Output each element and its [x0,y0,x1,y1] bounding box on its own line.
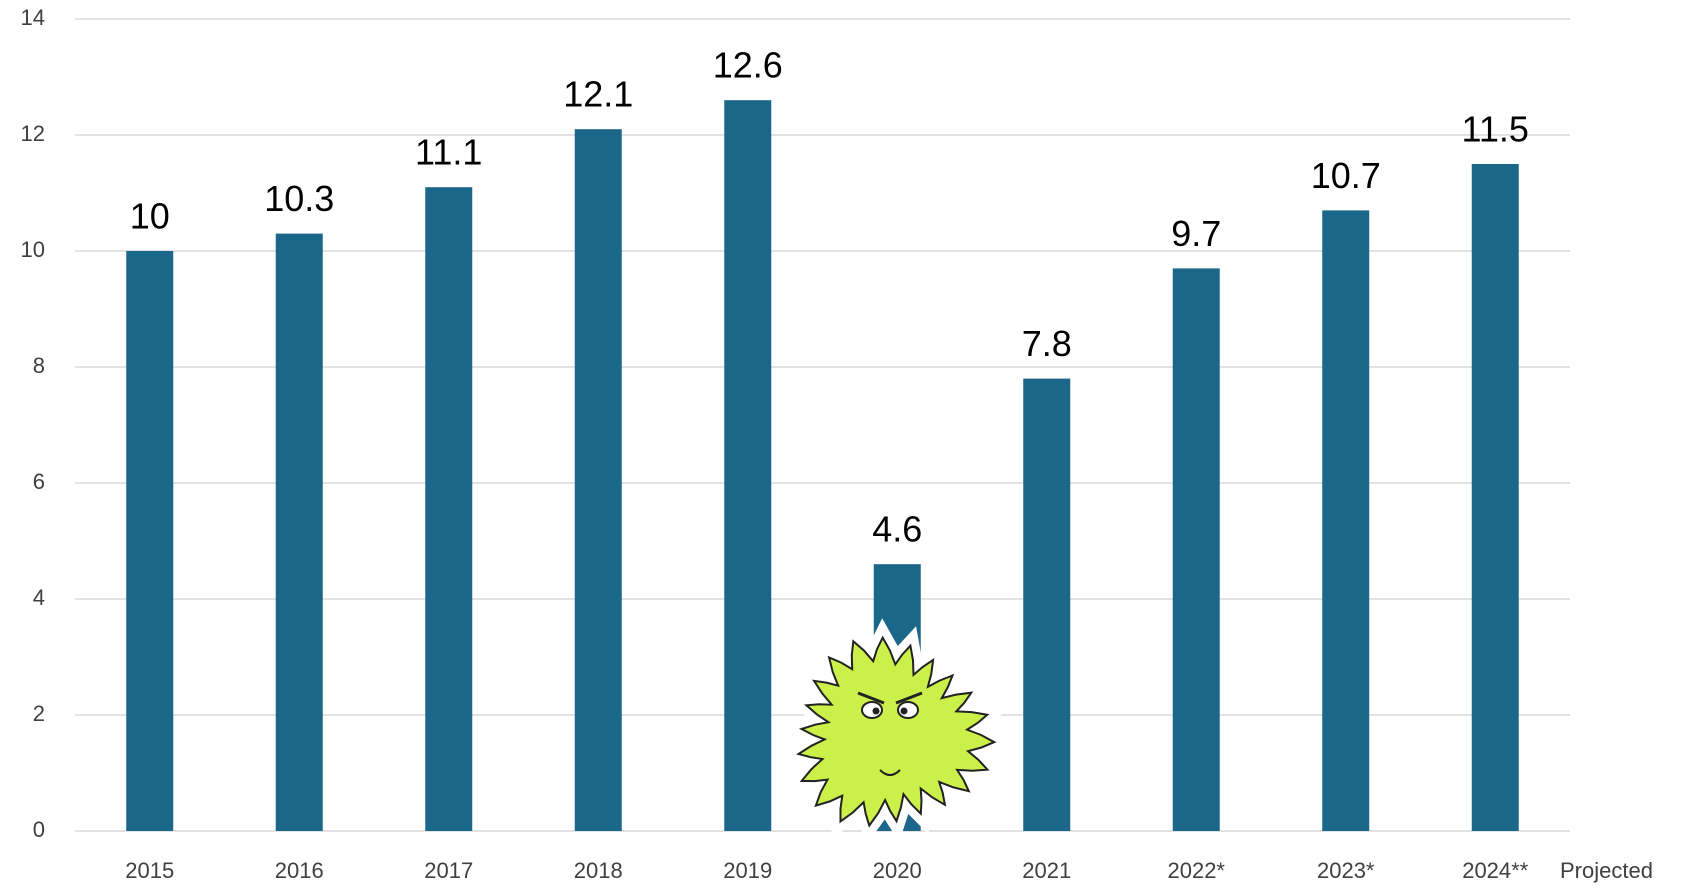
x-tick-label: 2024** [1462,858,1529,883]
value-label: 10 [130,196,170,237]
bar [1173,268,1220,831]
bar [1472,164,1519,831]
bar [724,100,771,831]
y-tick-label: 14 [21,5,45,30]
x-tick-label: 2021 [1022,858,1071,883]
bar [1023,379,1070,831]
value-label: 10.3 [264,178,334,219]
x-tick-label: 2017 [424,858,473,883]
value-label: 11.1 [415,132,482,173]
bar [126,251,173,831]
germ-pupil [873,708,880,715]
bar [1322,210,1369,831]
annotation: Projected [1560,858,1653,883]
x-tick-label: 2018 [574,858,623,883]
y-tick-label: 2 [33,701,45,726]
value-label: 11.5 [1462,109,1529,150]
y-tick-label: 0 [33,817,45,842]
y-tick-label: 8 [33,353,45,378]
page: 0 2 4 6 8 10 12 14 2015 10 2016 10.3 2017 11.1 2018 12… [0,0,1691,892]
y-tick-label: 12 [21,121,45,146]
bar [276,234,323,831]
y-tick-label: 10 [21,237,45,262]
virus-illustration [799,638,995,826]
value-label: 7.8 [1022,323,1072,364]
value-label: 9.7 [1171,213,1221,254]
x-tick-label: 2016 [275,858,324,883]
y-tick-label: 6 [33,469,45,494]
bar [425,187,472,831]
x-tick-label: 2020 [873,858,922,883]
value-label: 4.6 [872,509,922,550]
x-tick-label: 2015 [125,858,174,883]
value-label: 12.6 [713,45,783,86]
x-tick-label: 2022* [1167,858,1225,883]
value-label: 12.1 [563,74,633,115]
bar [575,129,622,831]
x-tick-label: 2019 [723,858,772,883]
germ-pupil [901,708,908,715]
x-tick-label: 2023* [1317,858,1375,883]
y-tick-label: 4 [33,585,45,610]
value-label: 10.7 [1311,155,1381,196]
chart: 0 2 4 6 8 10 12 14 2015 10 2016 10.3 2017 11.1 2018 12… [0,0,1691,892]
